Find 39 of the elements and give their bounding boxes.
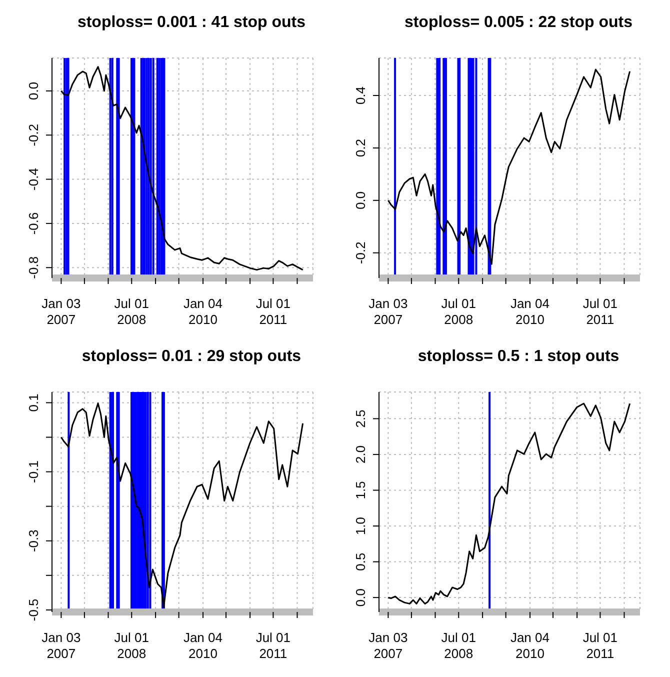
x-tick-label: Jan 03 2007: [42, 296, 81, 327]
x-tick-label: Jan 04 2010: [510, 296, 550, 327]
y-tick-label: 0.0: [353, 191, 368, 210]
y-tick-label: 0.5: [353, 552, 368, 571]
chart-title: stoploss= 0.005 : 22 stop outs: [403, 13, 634, 33]
x-tick-label: Jan 03 2007: [42, 630, 81, 661]
y-tick-label: 0.2: [353, 138, 368, 157]
y-tick-label: 1.5: [353, 481, 368, 500]
y-tick-label: 0.0: [26, 82, 41, 100]
y-tick-label: 1.0: [353, 516, 368, 536]
x-tick-label: Jan 04 2010: [510, 630, 550, 661]
chart-title: stoploss= 0.5 : 1 stop outs: [416, 347, 620, 367]
y-tick-label: -0.2: [353, 242, 368, 264]
x-tick-label: Jul 01 2011: [582, 296, 618, 327]
x-tick-label: Jan 04 2010: [183, 630, 223, 661]
y-tick-label: -0.6: [26, 212, 41, 235]
y-tick-label: 2.0: [353, 445, 368, 464]
y-tick-label: -0.3: [26, 530, 41, 552]
x-tick-label: Jul 01 2008: [114, 296, 149, 327]
y-tick-label: 0.0: [353, 588, 368, 607]
x-tick-label: Jan 04 2010: [183, 296, 223, 327]
x-tick-label: Jul 01 2008: [114, 630, 149, 661]
y-tick-label: 0.1: [26, 394, 41, 412]
x-tick-label: Jul 01 2008: [441, 296, 476, 327]
x-tick-label: Jan 03 2007: [368, 296, 408, 327]
y-tick-label: -0.8: [26, 256, 41, 279]
y-tick-label: -0.1: [26, 460, 41, 483]
y-tick-label: -0.5: [26, 598, 41, 622]
y-tick-label: 2.5: [353, 410, 368, 428]
x-tick-label: Jul 01 2011: [582, 630, 618, 661]
y-tick-label: -0.2: [26, 124, 41, 146]
y-tick-label: -0.4: [26, 168, 41, 190]
chart-title: stoploss= 0.01 : 29 stop outs: [80, 347, 302, 367]
x-tick-label: Jan 03 2007: [368, 630, 408, 661]
x-tick-label: Jul 01 2011: [256, 630, 291, 661]
y-tick-label: 0.4: [353, 86, 368, 105]
x-tick-label: Jul 01 2011: [256, 296, 291, 327]
chart-title: stoploss= 0.001 : 41 stop outs: [76, 13, 307, 33]
x-tick-label: Jul 01 2008: [441, 630, 476, 661]
